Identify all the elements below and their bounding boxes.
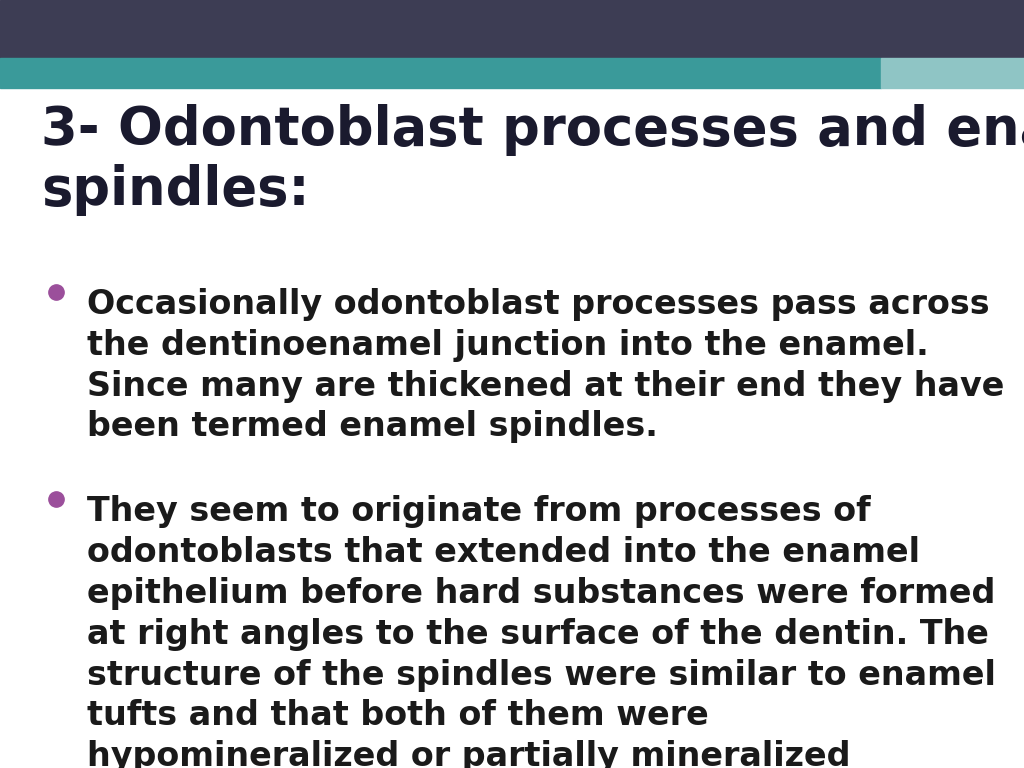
Text: 3- Odontoblast processes and enamel
spindles:: 3- Odontoblast processes and enamel spin… bbox=[41, 104, 1024, 216]
Bar bbox=[0, 0, 1024, 58]
Text: They seem to originate from processes of
odontoblasts that extended into the ena: They seem to originate from processes of… bbox=[87, 495, 996, 768]
Bar bbox=[881, 58, 1024, 88]
Text: Occasionally odontoblast processes pass across
the dentinoenamel junction into t: Occasionally odontoblast processes pass … bbox=[87, 288, 1005, 443]
Bar bbox=[0, 58, 881, 88]
